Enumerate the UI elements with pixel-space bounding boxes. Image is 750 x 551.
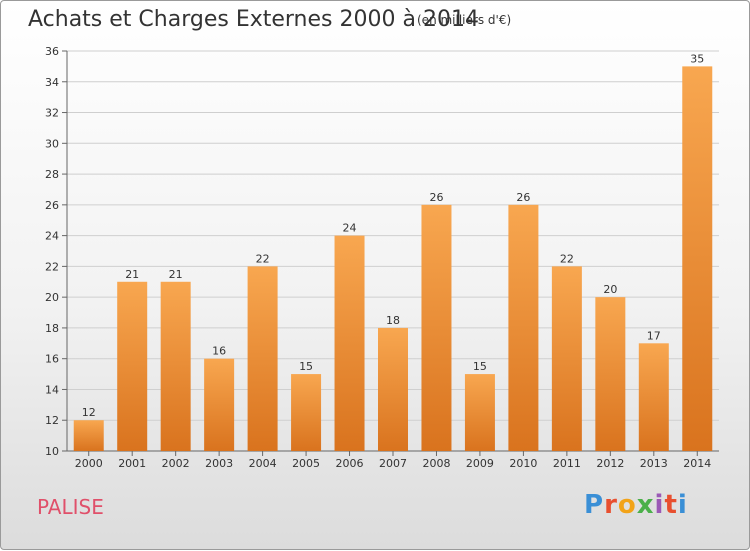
value-label-2008: 26 [429, 191, 443, 204]
value-label-2003: 16 [212, 345, 226, 358]
chart-subtitle: (en milliers d'€) [417, 13, 512, 27]
y-tick-label: 34 [45, 76, 59, 89]
bar-2006 [334, 235, 365, 451]
y-tick-label: 16 [45, 353, 59, 366]
value-label-2007: 18 [386, 314, 400, 327]
value-label-2001: 21 [125, 268, 139, 281]
y-tick-label: 36 [45, 45, 59, 58]
value-label-2014: 35 [690, 52, 704, 65]
x-tick-label-2011: 2011 [553, 457, 581, 470]
value-label-2011: 22 [560, 252, 574, 265]
bar-2003 [204, 358, 235, 451]
y-tick-label: 22 [45, 260, 59, 273]
bar-2008 [421, 204, 452, 451]
y-tick-label: 28 [45, 168, 59, 181]
bar-2001 [117, 281, 148, 451]
y-tick-label: 30 [45, 137, 59, 150]
location-label: PALISE [37, 495, 104, 519]
bar-2010 [508, 204, 539, 451]
x-tick-label-2014: 2014 [683, 457, 711, 470]
value-label-2012: 20 [603, 283, 617, 296]
bar-2007 [378, 327, 408, 451]
bar-2005 [291, 374, 322, 451]
value-label-2013: 17 [647, 329, 661, 342]
x-tick-label-2006: 2006 [336, 457, 364, 470]
y-tick-label: 26 [45, 199, 59, 212]
chart-title: Achats et Charges Externes 2000 à 2014 [28, 7, 479, 32]
value-label-2009: 15 [473, 360, 487, 373]
x-tick-label-2000: 2000 [75, 457, 103, 470]
y-tick-label: 18 [45, 322, 59, 335]
value-label-2006: 24 [343, 222, 357, 235]
x-tick-label-2004: 2004 [249, 457, 277, 470]
y-tick-label: 32 [45, 107, 59, 120]
y-tick-label: 20 [45, 291, 59, 304]
x-tick-label-2013: 2013 [640, 457, 668, 470]
x-tick-label-2005: 2005 [292, 457, 320, 470]
y-tick-label: 24 [45, 230, 59, 243]
x-tick-label-2010: 2010 [509, 457, 537, 470]
y-tick-label: 10 [45, 445, 59, 458]
value-label-2004: 22 [256, 252, 270, 265]
bar-2004 [247, 266, 278, 451]
y-tick-label: 12 [45, 414, 59, 427]
value-label-2005: 15 [299, 360, 313, 373]
proxiti-logo: Proxiti [584, 490, 688, 520]
value-label-2010: 26 [516, 191, 530, 204]
x-tick-label-2008: 2008 [422, 457, 450, 470]
x-tick-label-2002: 2002 [162, 457, 190, 470]
bar-2014 [682, 66, 713, 451]
x-tick-label-2007: 2007 [379, 457, 407, 470]
x-tick-label-2009: 2009 [466, 457, 494, 470]
bar-2013 [638, 343, 669, 451]
x-tick-label-2001: 2001 [118, 457, 146, 470]
bar-2012 [595, 297, 626, 451]
bar-2011 [551, 266, 582, 451]
bar-2000 [73, 420, 104, 451]
bar-2009 [464, 374, 495, 451]
x-tick-label-2012: 2012 [596, 457, 624, 470]
bar-2002 [160, 281, 191, 451]
value-label-2000: 12 [82, 406, 96, 419]
y-tick-label: 14 [45, 383, 59, 396]
x-tick-label-2003: 2003 [205, 457, 233, 470]
value-label-2002: 21 [169, 268, 183, 281]
